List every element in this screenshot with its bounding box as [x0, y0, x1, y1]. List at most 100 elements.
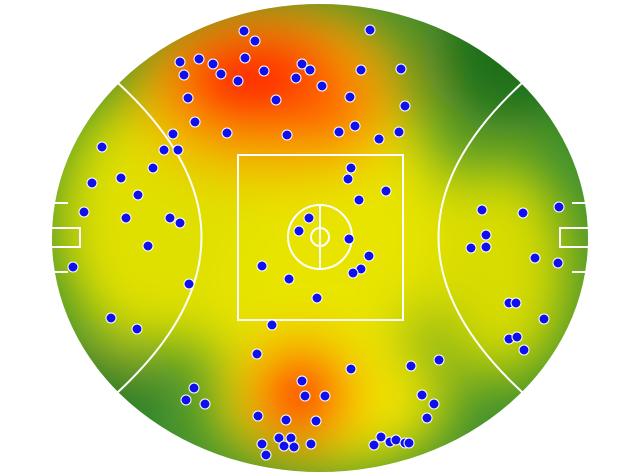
point: [86, 177, 98, 189]
point: [310, 415, 322, 427]
point: [303, 212, 315, 224]
point: [215, 68, 227, 80]
point: [553, 201, 565, 213]
point: [221, 127, 233, 139]
point: [188, 382, 200, 394]
point: [167, 128, 179, 140]
point: [363, 250, 375, 262]
point: [480, 229, 492, 241]
point: [395, 63, 407, 75]
point: [305, 438, 317, 450]
point: [349, 120, 361, 132]
point: [239, 52, 251, 64]
point: [368, 439, 380, 451]
point: [164, 212, 176, 224]
point: [183, 278, 195, 290]
point: [193, 53, 205, 65]
point: [311, 292, 323, 304]
point: [333, 126, 345, 138]
point: [375, 431, 387, 443]
point: [189, 116, 201, 128]
point: [344, 91, 356, 103]
point: [293, 225, 305, 237]
point: [142, 240, 154, 252]
point: [416, 389, 428, 401]
point: [251, 348, 263, 360]
point: [517, 207, 529, 219]
point: [347, 267, 359, 279]
point: [158, 144, 170, 156]
point: [278, 440, 290, 452]
point: [342, 173, 354, 185]
point: [290, 72, 302, 84]
point: [256, 438, 268, 450]
point: [258, 65, 270, 77]
point: [105, 312, 117, 324]
point: [120, 212, 132, 224]
point: [552, 257, 564, 269]
point: [238, 25, 250, 37]
point: [345, 363, 357, 375]
point: [285, 432, 297, 444]
point: [380, 185, 392, 197]
point: [510, 297, 522, 309]
point: [131, 323, 143, 335]
point: [476, 204, 488, 216]
field-lines: [52, 82, 588, 393]
point: [355, 64, 367, 76]
point: [182, 92, 194, 104]
point: [288, 441, 300, 453]
point: [273, 432, 285, 444]
point: [252, 410, 264, 422]
point: [296, 375, 308, 387]
point: [256, 260, 268, 272]
point: [78, 206, 90, 218]
points: [67, 24, 565, 461]
point: [249, 35, 261, 47]
point: [96, 141, 108, 153]
point: [428, 398, 440, 410]
point: [393, 126, 405, 138]
point: [405, 360, 417, 372]
point: [316, 80, 328, 92]
point: [319, 390, 331, 402]
point: [373, 133, 385, 145]
point: [280, 414, 292, 426]
point: [281, 129, 293, 141]
point: [115, 172, 127, 184]
point: [364, 24, 376, 36]
point: [465, 242, 477, 254]
point: [538, 313, 550, 325]
point: [511, 331, 523, 343]
point: [421, 412, 433, 424]
point: [343, 233, 355, 245]
point: [296, 58, 308, 70]
point: [283, 273, 295, 285]
point: [299, 390, 311, 402]
point: [147, 162, 159, 174]
point: [480, 241, 492, 253]
point: [304, 64, 316, 76]
point: [260, 449, 272, 461]
point: [529, 252, 541, 264]
point: [433, 354, 445, 366]
point: [132, 189, 144, 201]
point: [67, 261, 79, 273]
point: [270, 94, 282, 106]
point: [207, 58, 219, 70]
point: [172, 144, 184, 156]
point: [403, 437, 415, 449]
point: [174, 217, 186, 229]
point: [266, 319, 278, 331]
point: [178, 69, 190, 81]
point: [345, 162, 357, 174]
point: [174, 56, 186, 68]
point: [390, 434, 402, 446]
point: [353, 194, 365, 206]
point: [399, 100, 411, 112]
point: [518, 344, 530, 356]
point: [180, 394, 192, 406]
point: [199, 398, 211, 410]
point: [232, 75, 244, 87]
